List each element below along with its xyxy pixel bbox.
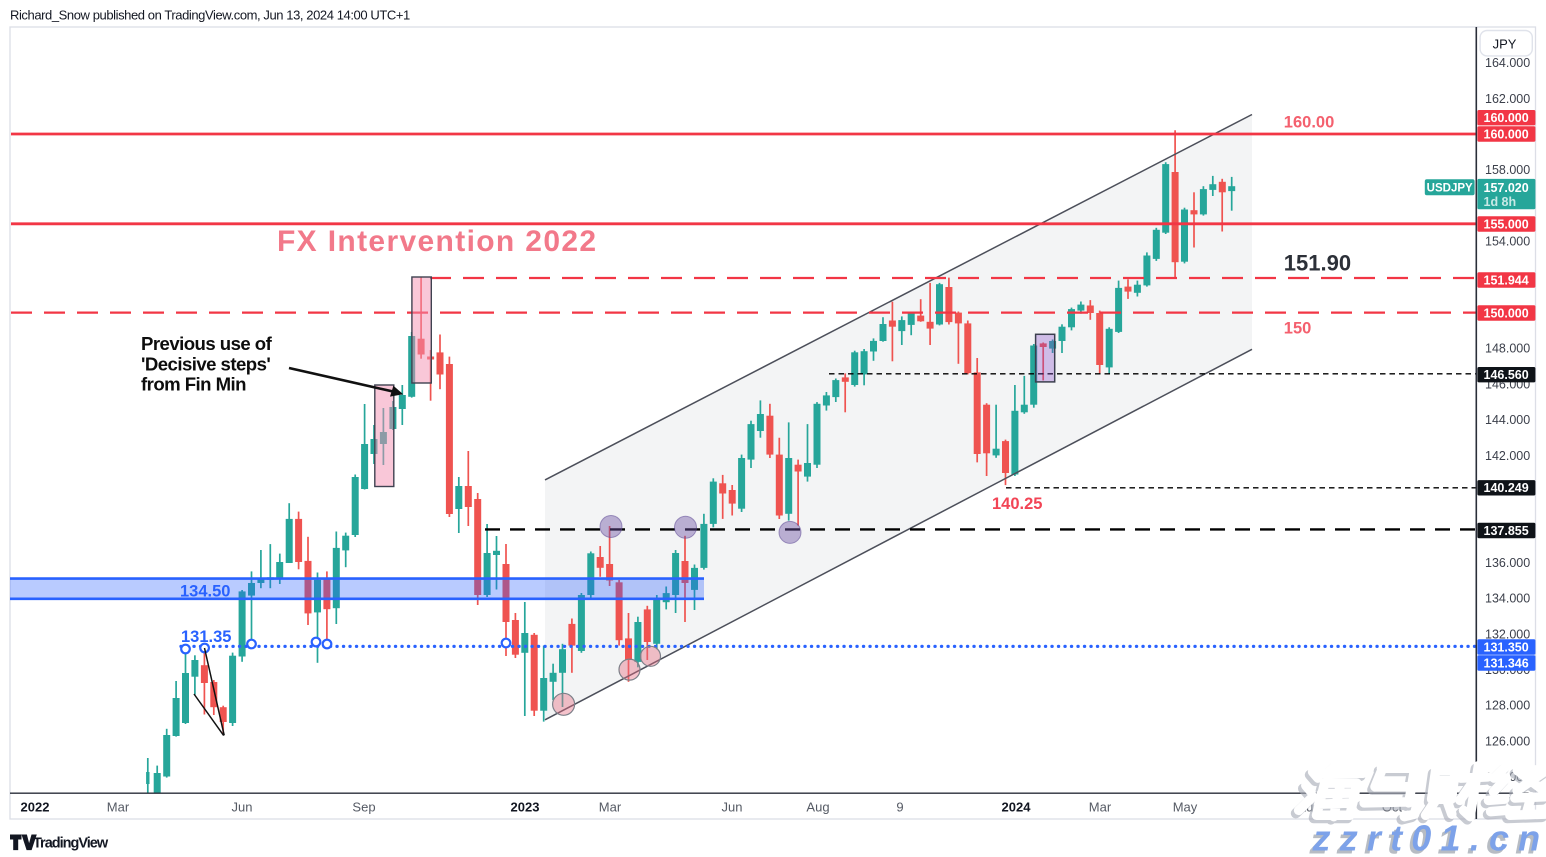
svg-text:158.000: 158.000 xyxy=(1485,163,1530,177)
svg-text:134.000: 134.000 xyxy=(1485,592,1530,606)
svg-text:136.000: 136.000 xyxy=(1485,556,1530,570)
svg-text:2024: 2024 xyxy=(1002,800,1032,815)
svg-text:from Fin Min: from Fin Min xyxy=(141,374,246,395)
svg-text:9: 9 xyxy=(896,800,903,815)
svg-text:JPY: JPY xyxy=(1493,37,1517,52)
svg-text:Jun: Jun xyxy=(232,800,253,815)
svg-text:157.020: 157.020 xyxy=(1484,181,1529,195)
svg-text:'Decisive steps': 'Decisive steps' xyxy=(141,354,270,375)
svg-text:140.25: 140.25 xyxy=(992,495,1042,513)
svg-text:FX Intervention 2022: FX Intervention 2022 xyxy=(277,225,597,258)
svg-text:Sep: Sep xyxy=(352,800,375,815)
svg-text:1d 8h: 1d 8h xyxy=(1484,195,1517,209)
svg-text:150.000: 150.000 xyxy=(1484,306,1529,320)
svg-text:zzrt01.cn: zzrt01.cn xyxy=(1309,821,1546,857)
svg-text:Richard_Snow published on Trad: Richard_Snow published on TradingView.co… xyxy=(10,8,410,23)
svg-text:Jun: Jun xyxy=(722,800,743,815)
svg-text:164.000: 164.000 xyxy=(1485,56,1530,70)
svg-text:144.000: 144.000 xyxy=(1485,413,1530,427)
svg-text:Mar: Mar xyxy=(599,800,622,815)
svg-text:131.346: 131.346 xyxy=(1484,656,1529,670)
svg-text:2022: 2022 xyxy=(21,800,50,815)
svg-text:128.000: 128.000 xyxy=(1485,699,1530,713)
svg-text:132.000: 132.000 xyxy=(1485,627,1530,641)
svg-text:126.000: 126.000 xyxy=(1485,734,1530,748)
svg-text:155.000: 155.000 xyxy=(1484,217,1529,231)
svg-text:131.35: 131.35 xyxy=(181,628,231,646)
svg-text:140.249: 140.249 xyxy=(1484,481,1529,495)
svg-text:151.90: 151.90 xyxy=(1284,251,1351,276)
svg-text:Mar: Mar xyxy=(1089,800,1112,815)
svg-text:162.000: 162.000 xyxy=(1485,92,1530,106)
svg-text:150: 150 xyxy=(1284,320,1312,338)
svg-text:131.350: 131.350 xyxy=(1484,640,1529,654)
svg-text:Previous use of: Previous use of xyxy=(141,333,273,354)
svg-text:146.560: 146.560 xyxy=(1484,368,1529,382)
svg-text:Aug: Aug xyxy=(806,800,829,815)
svg-text:137.855: 137.855 xyxy=(1484,524,1529,538)
svg-text:2023: 2023 xyxy=(511,800,540,815)
svg-text:Mar: Mar xyxy=(107,800,130,815)
svg-text:TradingView: TradingView xyxy=(33,836,109,852)
svg-text:160.00: 160.00 xyxy=(1284,114,1334,132)
svg-text:142.000: 142.000 xyxy=(1485,449,1530,463)
svg-text:May: May xyxy=(1173,800,1198,815)
svg-text:160.000: 160.000 xyxy=(1484,111,1529,125)
svg-text:zzrt01.cn: zzrt01.cn xyxy=(1312,818,1546,857)
svg-text:151.944: 151.944 xyxy=(1484,273,1529,287)
svg-text:148.000: 148.000 xyxy=(1485,342,1530,356)
svg-text:USDJPY: USDJPY xyxy=(1427,183,1473,195)
svg-text:134.50: 134.50 xyxy=(180,583,230,601)
svg-text:160.000: 160.000 xyxy=(1484,127,1529,141)
svg-text:154.000: 154.000 xyxy=(1485,235,1530,249)
